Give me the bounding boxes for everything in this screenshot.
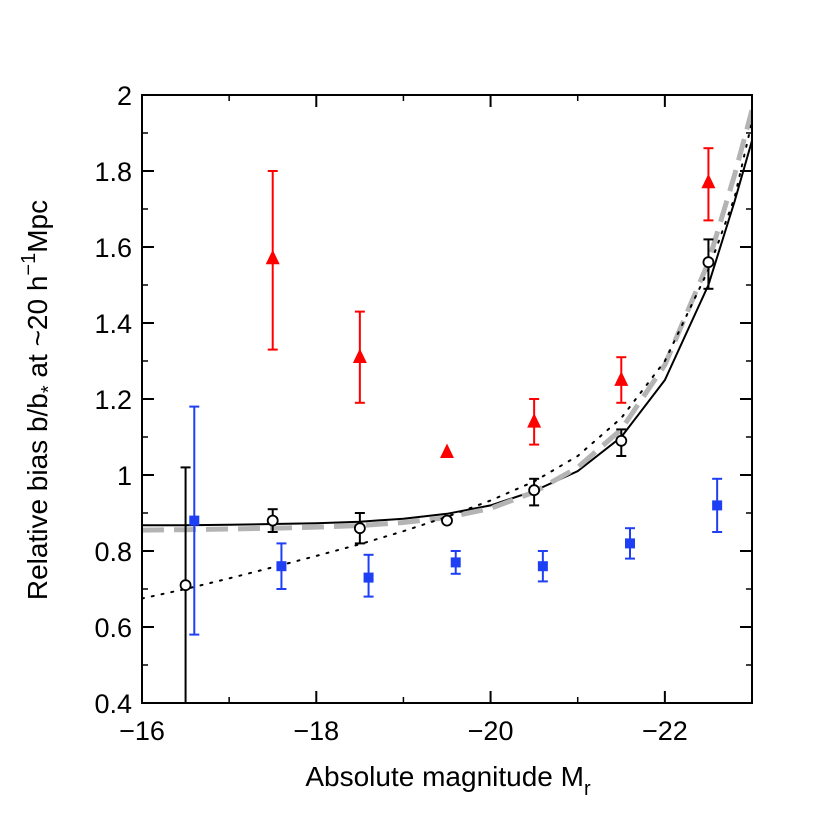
triangle-marker	[614, 371, 629, 386]
y-axis-label-sup: −1	[18, 253, 40, 276]
x-axis-label-sub: r	[584, 778, 591, 800]
y-tick-label: 1.6	[94, 233, 132, 263]
triangle-marker	[265, 249, 280, 265]
square-marker	[276, 561, 287, 572]
square-marker	[625, 538, 635, 549]
circle-marker	[702, 256, 715, 269]
triangle-marker	[701, 173, 716, 189]
square-marker	[189, 515, 200, 526]
curve-dashed	[142, 109, 752, 533]
y-tick-label: 0.8	[94, 537, 132, 567]
y-axis-label-sub: *	[38, 385, 60, 393]
x-tick-label: −18	[293, 716, 339, 746]
square-marker	[537, 561, 548, 572]
square-marker	[363, 572, 374, 583]
y-tick-label: 2	[117, 81, 132, 111]
markers-layer	[179, 173, 723, 592]
y-tick-label: 1.2	[94, 385, 132, 415]
curves-layer	[142, 109, 752, 600]
circle-marker	[179, 579, 192, 592]
square-marker	[712, 500, 723, 511]
errorbars-layer	[180, 147, 723, 704]
x-tick-label: −22	[642, 716, 688, 746]
square-marker	[450, 557, 461, 568]
circle-marker	[266, 514, 279, 527]
circle-marker	[353, 522, 366, 535]
curve-solid	[142, 140, 752, 527]
y-tick-label: 0.4	[94, 689, 132, 719]
circle-marker	[441, 514, 453, 527]
circle-marker	[615, 434, 628, 447]
y-axis-label: Relative bias b/b* at ~20 h−1Mpc	[18, 200, 60, 600]
x-tick-label: −16	[119, 716, 165, 746]
y-tick-label: 1.8	[94, 157, 132, 187]
x-axis-label: Absolute magnitude Mr	[305, 761, 591, 800]
curve-dotted	[142, 120, 752, 600]
y-tick-label: 1	[117, 461, 132, 491]
plot-frame	[141, 94, 753, 704]
y-tick-label: 1.4	[94, 309, 132, 339]
x-tick-label: −20	[468, 716, 514, 746]
triangle-marker	[352, 348, 367, 364]
triangle-marker	[527, 413, 542, 428]
circle-marker	[528, 484, 541, 497]
triangle-marker	[440, 443, 454, 459]
y-tick-label: 0.6	[94, 613, 132, 643]
ticks-layer: −16 −18 −20 −22 0.4 0.6 0.8 1 1.2 1.4 1.6 1.8 2	[94, 81, 753, 746]
